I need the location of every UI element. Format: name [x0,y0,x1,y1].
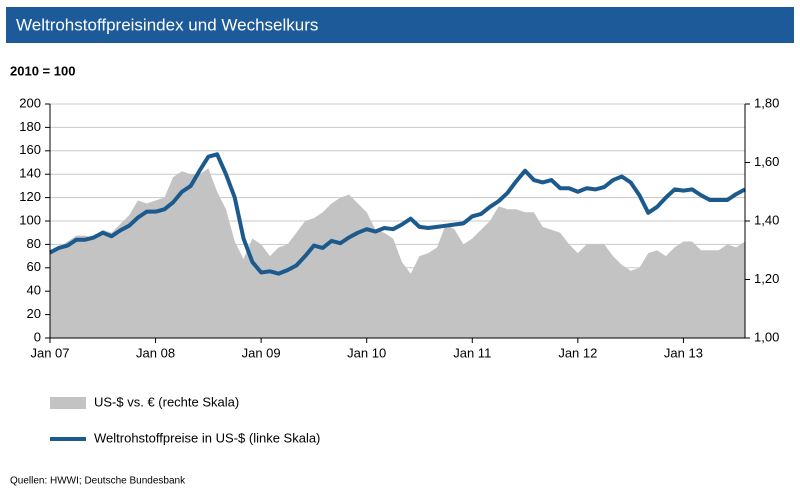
subtitle: 2010 = 100 [10,63,75,78]
x-tick-label: Jan 08 [136,345,175,360]
x-tick-label: Jan 07 [30,345,69,360]
y-tick-label: 120 [19,189,41,204]
y-tick-label: 80 [27,236,41,251]
y-tick-label: 100 [19,212,41,227]
area [50,168,745,338]
line [49,152,746,276]
y-tick-label: 60 [27,259,41,274]
y2-tick-label: 1,20 [754,271,779,286]
y2-tick-label: 1,40 [754,212,779,227]
x-tick-label: Jan 13 [664,345,703,360]
source: Quellen: HWWI; Deutsche Bundesbank [10,476,186,487]
y-tick-label: 40 [27,283,41,298]
y2-tick-label: 1,60 [754,154,779,169]
y-tick-label: 160 [19,142,41,157]
chart-title: Weltrohstoffpreisindex und Wechselkurs [16,15,318,34]
y-tick-label: 0 [34,329,41,344]
x-tick-label: Jan 09 [242,345,281,360]
x-tick-label: Jan 12 [558,345,597,360]
y2-tick-label: 1,80 [754,95,779,110]
x-tick-label: Jan 10 [347,345,386,360]
x-tick-label: Jan 11 [453,345,491,360]
title-bar [6,7,794,43]
legend-label: US-$ vs. € (rechte Skala) [94,394,239,409]
legend-swatch [50,397,86,409]
y-tick-label: 140 [19,166,41,181]
y2-tick-label: 1,00 [754,329,779,344]
y-tick-label: 200 [19,95,41,110]
legend-label: Weltrohstoffpreise in US-$ (linke Skala) [94,430,320,445]
y-tick-label: 180 [19,119,41,134]
y-tick-label: 20 [27,306,41,321]
